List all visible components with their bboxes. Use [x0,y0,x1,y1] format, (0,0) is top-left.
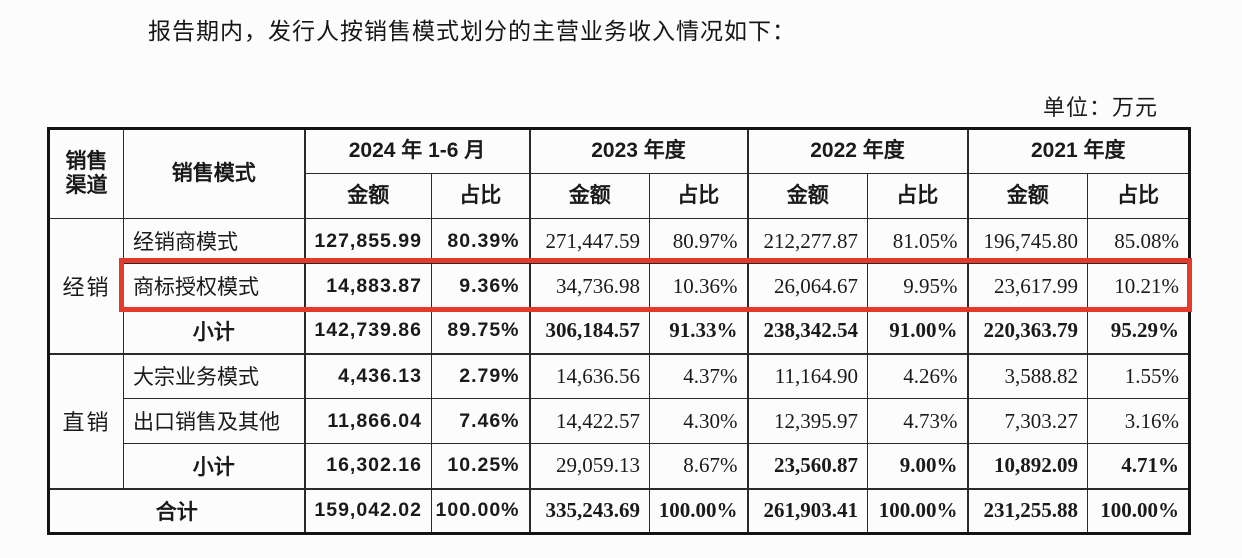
cell-dealer-2023-ratio: 80.97% [649,218,749,264]
cell-direct-subtotal-2021-ratio: 4.71% [1087,443,1191,489]
row-label-dist-subtotal: 小计 [123,308,305,354]
cell-bulk-2023-amount: 14,636.56 [528,352,651,399]
cell-export-2022-ratio: 4.73% [867,398,969,444]
cell-dealer-2024-amount: 127,855.99 [303,218,432,264]
unit-label: 单位：万元 [1042,95,1158,120]
header-ratio-2024: 占比 [430,173,531,219]
cell-total-2023-ratio: 100.00% [649,487,749,534]
cell-bulk-2022-amount: 11,164.90 [746,352,869,399]
cell-dist-subtotal-2021-amount: 220,363.79 [966,308,1089,354]
cell-bulk-2021-ratio: 1.55% [1087,352,1191,399]
cell-direct-subtotal-2023-ratio: 8.67% [649,443,749,489]
table-row-distribution-subtotal: 小计 142,739.86 89.75% 306,184.57 91.33% 2… [49,308,1191,354]
cell-dist-subtotal-2024-ratio: 89.75% [430,308,531,354]
row-label-total: 合计 [48,487,305,534]
cell-trademark-2024-ratio: 9.36% [430,263,531,309]
header-period-2022: 2022 年度 [746,128,969,174]
header-period-2024: 2024 年 1-6 月 [303,128,531,174]
header-ratio-2023: 占比 [649,173,749,219]
cell-total-2022-amount: 261,903.41 [746,487,869,534]
cell-trademark-2022-ratio: 9.95% [867,263,969,309]
header-ratio-2022: 占比 [867,173,969,219]
table-row-trademark-highlighted: 商标授权模式 14,883.87 9.36% 34,736.98 10.36% … [49,263,1191,309]
cell-bulk-2021-amount: 3,588.82 [966,352,1089,399]
cell-dist-subtotal-2023-ratio: 91.33% [649,308,749,354]
header-period-2023: 2023 年度 [528,128,749,174]
channel-distribution: 经销 [48,218,124,354]
cell-dealer-2024-ratio: 80.39% [430,218,531,264]
cell-dealer-2022-ratio: 81.05% [867,218,969,264]
table-row-total: 合计 159,042.02 100.00% 335,243.69 100.00%… [48,487,1191,534]
cell-dealer-2021-amount: 196,745.80 [966,218,1089,264]
cell-total-2023-amount: 335,243.69 [528,487,651,534]
cell-direct-subtotal-2024-amount: 16,302.16 [303,443,432,489]
cell-trademark-2024-amount: 14,883.87 [303,263,432,309]
cell-total-2022-ratio: 100.00% [867,487,969,534]
cell-export-2023-ratio: 4.30% [649,398,749,444]
cell-dist-subtotal-2022-amount: 238,342.54 [746,308,869,354]
header-sales-channel: 销售渠道 [48,128,124,219]
header-amount-2023: 金额 [528,173,651,219]
revenue-table-wrapper: 销售渠道 销售模式 2024 年 1-6 月 2023 年度 2022 年度 2… [47,127,1192,535]
header-sales-mode: 销售模式 [123,128,305,219]
cell-total-2021-ratio: 100.00% [1087,487,1191,534]
cell-trademark-2023-ratio: 10.36% [649,263,749,309]
revenue-by-sales-mode-table: 销售渠道 销售模式 2024 年 1-6 月 2023 年度 2022 年度 2… [47,127,1192,535]
cell-bulk-2023-ratio: 4.37% [649,352,749,399]
cell-export-2023-amount: 14,422.57 [528,398,651,444]
row-label-trademark: 商标授权模式 [123,263,305,309]
cell-dist-subtotal-2022-ratio: 91.00% [867,308,969,354]
row-label-export: 出口销售及其他 [123,398,305,444]
cell-export-2021-amount: 7,303.27 [966,398,1089,444]
cell-export-2021-ratio: 3.16% [1087,398,1191,444]
cell-trademark-2021-amount: 23,617.99 [966,263,1089,309]
cell-dist-subtotal-2024-amount: 142,739.86 [303,308,432,354]
cell-trademark-2022-amount: 26,064.67 [746,263,869,309]
cell-trademark-2021-ratio: 10.21% [1087,263,1191,309]
header-amount-2022: 金额 [746,173,869,219]
row-label-bulk: 大宗业务模式 [123,352,305,399]
cell-direct-subtotal-2022-amount: 23,560.87 [746,443,869,489]
cell-direct-subtotal-2024-ratio: 10.25% [430,443,531,489]
header-ratio-2021: 占比 [1087,173,1191,219]
table-row-bulk: 直销 大宗业务模式 4,436.13 2.79% 14,636.56 4.37%… [48,352,1191,489]
cell-direct-subtotal-2021-amount: 10,892.09 [966,443,1089,489]
cell-dist-subtotal-2023-amount: 306,184.57 [528,308,651,354]
cell-total-2024-ratio: 100.00% [430,487,531,534]
table-row-dealer: 经销 经销商模式 127,855.99 80.39% 271,447.59 80… [48,218,1191,354]
cell-total-2024-amount: 159,042.02 [303,487,432,534]
cell-direct-subtotal-2023-amount: 29,059.13 [528,443,651,489]
cell-dealer-2021-ratio: 85.08% [1087,218,1191,264]
row-label-dealer: 经销商模式 [123,218,305,264]
channel-direct: 直销 [48,352,124,489]
table-row-export: 出口销售及其他 11,866.04 7.46% 14,422.57 4.30% … [49,398,1191,444]
row-label-direct-subtotal: 小计 [123,443,305,489]
table-row-direct-subtotal: 小计 16,302.16 10.25% 29,059.13 8.67% 23,5… [49,443,1191,489]
cell-dealer-2023-amount: 271,447.59 [528,218,651,264]
cell-total-2021-amount: 231,255.88 [966,487,1089,534]
intro-text: 报告期内，发行人按销售模式划分的主营业务收入情况如下： [148,19,796,44]
cell-bulk-2024-amount: 4,436.13 [303,352,432,399]
header-amount-2021: 金额 [966,173,1089,219]
cell-direct-subtotal-2022-ratio: 9.00% [867,443,969,489]
cell-bulk-2022-ratio: 4.26% [867,352,969,399]
cell-dealer-2022-amount: 212,277.87 [746,218,869,264]
cell-export-2024-amount: 11,866.04 [303,398,432,444]
cell-trademark-2023-amount: 34,736.98 [528,263,651,309]
cell-export-2022-amount: 12,395.97 [746,398,869,444]
cell-export-2024-ratio: 7.46% [430,398,531,444]
cell-bulk-2024-ratio: 2.79% [430,352,531,399]
cell-dist-subtotal-2021-ratio: 95.29% [1087,308,1191,354]
header-period-2021: 2021 年度 [966,128,1191,174]
header-amount-2024: 金额 [303,173,432,219]
